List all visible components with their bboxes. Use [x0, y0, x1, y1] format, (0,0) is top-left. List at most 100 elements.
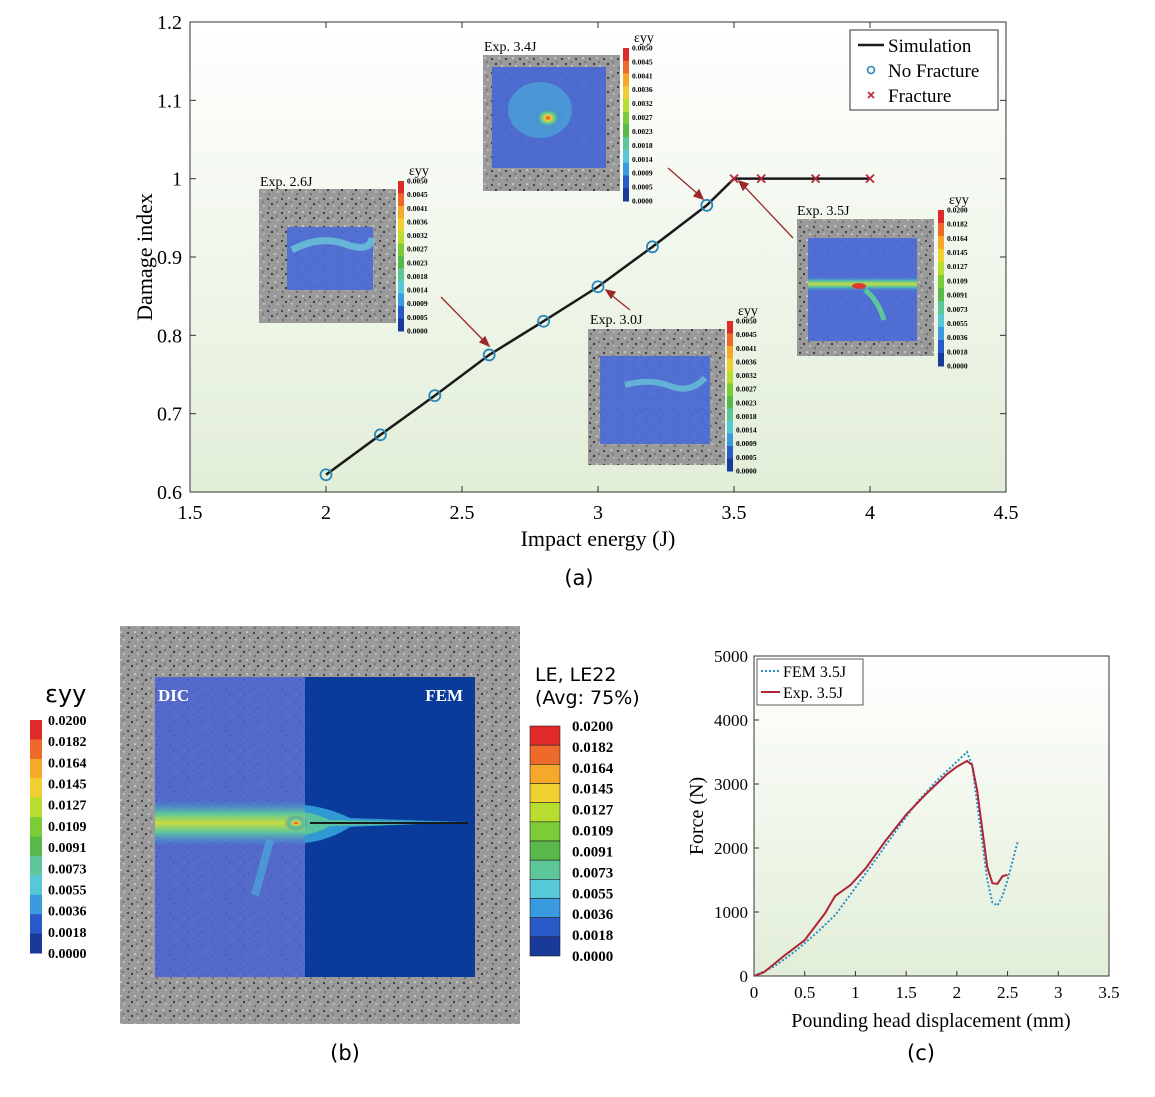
colorbar-swatch	[623, 99, 629, 113]
inset-label: Exp. 2.6J	[260, 175, 313, 190]
panel-a-caption: (a)	[564, 566, 593, 590]
panel-c: 0 0.5 1 1.5 2 2.5 3 3.5 0 1000 2000 3000 4000 5000 Po…	[686, 647, 1120, 1065]
no-fracture-point	[319, 468, 333, 482]
colorbar-swatch	[623, 150, 629, 164]
colorbar-swatch	[30, 817, 42, 837]
plot-c-xlabel: Pounding head displacement (mm)	[791, 1010, 1070, 1032]
colorbar-tick-label: 0.0200	[48, 714, 87, 729]
panel-b: DIC FEM εyy 0.0200 0.0182 0.0164 0.0145 0.01…	[30, 626, 640, 1065]
colorbar-swatch	[398, 306, 404, 319]
y-tick-label: 4000	[714, 711, 748, 730]
legend-box	[756, 658, 864, 706]
colorbar-swatch	[727, 421, 733, 434]
colorbar-swatch	[30, 720, 42, 740]
colorbar-tick-label: 0.0055	[572, 886, 613, 902]
plot-c-ticks: 0 0.5 1 1.5 2 2.5 3 3.5 0 1000 2000 3000 4000 5000	[714, 647, 1120, 1002]
colorbar-swatch	[30, 758, 42, 779]
colorbar-tick-label: 0.0045	[407, 190, 428, 199]
colorbar-tick-label: 0.0127	[48, 799, 87, 814]
colorbar-tick-label: 0.0050	[632, 44, 653, 53]
colorbar-tick-label: 0.0045	[632, 57, 653, 66]
colorbar-swatch	[398, 281, 404, 294]
colorbar-swatch	[727, 333, 733, 347]
right-colorbar: 0.0200 0.0182 0.0164 0.0145 0.0127 0.0109 0.00…	[529, 719, 614, 965]
colorbar-swatch	[727, 433, 733, 447]
colorbar-tick-label: 0.0055	[48, 883, 87, 898]
inset-colorbar-symbol: εyy	[949, 193, 969, 208]
colorbar-swatch	[727, 346, 733, 359]
colorbar-tick-label: 0.0145	[572, 782, 613, 798]
y-tick-label: 2000	[714, 839, 748, 858]
colorbar-swatch	[938, 301, 944, 315]
colorbar-tick-label: 0.0023	[632, 127, 653, 136]
colorbar-swatch	[398, 293, 404, 307]
colorbar-tick-label: 0.0036	[947, 333, 968, 342]
colorbar-tick-label: 0.0164	[48, 756, 87, 771]
colorbar-tick-label: 0.0055	[947, 319, 968, 328]
colorbar-tick-label: 0.0000	[632, 197, 653, 206]
colorbar-swatch	[529, 840, 561, 861]
colorbar-swatch	[529, 898, 561, 918]
colorbar-swatch	[398, 231, 404, 244]
colorbar-swatch	[529, 725, 561, 746]
colorbar-swatch	[938, 275, 944, 289]
colorbar-swatch	[529, 879, 561, 899]
plot-a-xlabel: Impact energy (J)	[521, 526, 676, 551]
x-tick-label: 2.5	[450, 502, 475, 524]
colorbar-tick-label: 0.0000	[48, 947, 87, 962]
colorbar-swatch	[938, 353, 944, 367]
colorbar-tick-label: 0.0009	[632, 169, 653, 178]
colorbar-tick-label: 0.0127	[947, 262, 968, 271]
inset-strain-band	[290, 237, 376, 254]
colorbar-tick-label: 0.0050	[736, 317, 757, 326]
colorbar-tick-label: 0.0109	[947, 276, 968, 285]
colorbar-tick-label: 0.0009	[407, 299, 428, 308]
colorbar-tick-label: 0.0000	[572, 949, 613, 965]
plot-a-marks	[319, 174, 875, 482]
colorbar-swatch	[398, 318, 404, 332]
colorbar-tick-label: 0.0050	[407, 177, 428, 186]
inset-strain-field	[600, 356, 710, 444]
dic-crack-branch	[251, 838, 274, 897]
inset-label: Exp. 3.4J	[484, 40, 537, 55]
colorbar-tick-label: 0.0200	[947, 206, 968, 215]
x-tick-label: 4	[865, 502, 875, 524]
colorbar-swatch	[529, 936, 561, 957]
colorbar-tick-label: 0.0109	[572, 824, 613, 840]
colorbar-swatch	[623, 48, 629, 62]
right-cbar-title-1: LE, LE22	[535, 664, 616, 686]
x-tick-label: 3.5	[1098, 983, 1119, 1002]
no-fracture-point	[373, 428, 387, 442]
colorbar-swatch	[30, 855, 42, 876]
x-tick-label: 0.5	[794, 983, 815, 1002]
no-fracture-point	[482, 348, 496, 362]
inset-strain-field	[287, 227, 373, 290]
colorbar-tick-label: 0.0164	[572, 761, 614, 777]
colorbar-swatch	[938, 314, 944, 328]
colorbar-tick-label: 0.0000	[736, 467, 757, 476]
colorbar-swatch	[727, 371, 733, 384]
inset-crack-branch	[863, 288, 887, 321]
colorbar-tick-label: 0.0000	[947, 362, 968, 371]
legend-no-fracture-marker	[866, 65, 876, 75]
colorbar-tick-label: 0.0041	[736, 344, 757, 353]
inset-colorbar-symbol: εyy	[634, 31, 654, 46]
x-tick-label: 1.5	[896, 983, 917, 1002]
colorbar-tick-label: 0.0014	[632, 155, 653, 164]
colorbar-swatch	[30, 797, 42, 818]
colorbar-swatch	[623, 137, 629, 151]
colorbar-tick-label: 0.0073	[48, 862, 87, 877]
right-cbar-title-2: (Avg: 75%)	[535, 687, 640, 709]
colorbar-tick-label: 0.0127	[572, 803, 614, 819]
colorbar-swatch	[398, 268, 404, 282]
colorbar-swatch	[727, 446, 733, 459]
y-tick-label: 0.7	[157, 404, 182, 426]
colorbar-swatch	[623, 73, 629, 87]
colorbar-tick-label: 0.0009	[736, 439, 757, 448]
colorbar-tick-label: 0.0036	[572, 907, 614, 923]
callout-arrows	[440, 167, 794, 348]
